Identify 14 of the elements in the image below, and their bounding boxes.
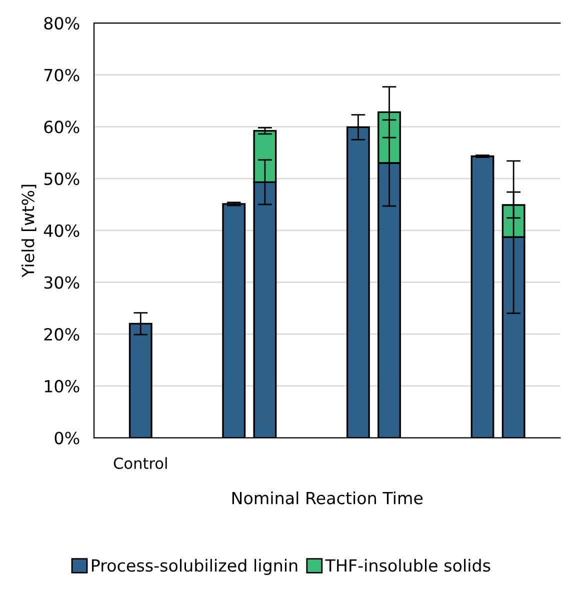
legend-label: THF-insoluble solids bbox=[325, 558, 490, 572]
y-tick-label: 60% bbox=[44, 120, 80, 134]
x-axis-title: Nominal Reaction Time bbox=[232, 491, 423, 504]
y-tick-label: 40% bbox=[44, 224, 80, 237]
legend-label: Process-solubilized lignin bbox=[92, 558, 298, 575]
y-tick-label: 70% bbox=[44, 68, 80, 82]
y-tick-label: 50% bbox=[44, 172, 80, 186]
y-axis-title: Yield [wt%] bbox=[21, 184, 36, 278]
y-tick-label: 20% bbox=[44, 328, 80, 341]
y-tick-label: 30% bbox=[44, 276, 80, 289]
x-tick-label: Control bbox=[114, 457, 167, 470]
y-tick-label: 80% bbox=[44, 16, 80, 30]
y-tick-label: 0% bbox=[54, 432, 80, 444]
y-tick-label: 10% bbox=[44, 380, 80, 393]
